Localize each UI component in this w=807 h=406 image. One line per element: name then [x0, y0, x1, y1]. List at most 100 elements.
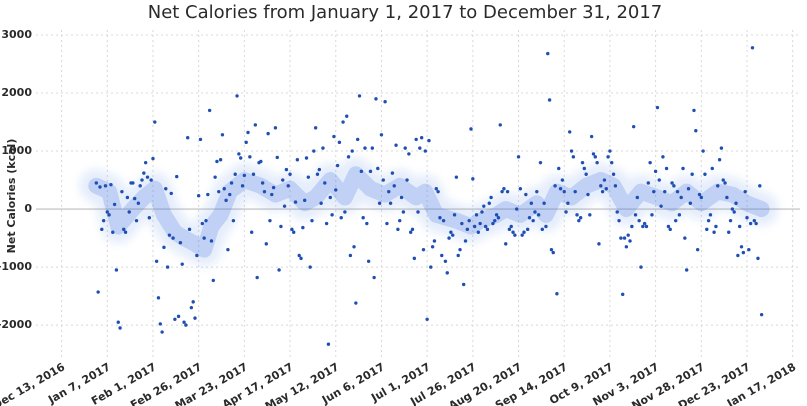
data-point — [571, 155, 576, 159]
data-point — [535, 189, 539, 194]
data-point — [352, 245, 356, 249]
data-point — [396, 227, 400, 232]
data-point — [690, 172, 694, 176]
y-tick-label: 2000 — [1, 86, 32, 99]
data-point — [452, 213, 457, 217]
data-point — [279, 224, 283, 229]
data-point — [504, 242, 508, 246]
data-point — [312, 149, 316, 153]
data-point — [674, 218, 678, 223]
data-point — [207, 108, 212, 113]
data-point — [94, 181, 99, 185]
data-point — [357, 94, 362, 98]
data-point — [101, 218, 106, 223]
data-point — [328, 195, 332, 200]
data-point — [511, 230, 515, 234]
data-point — [440, 253, 444, 258]
data-point — [434, 187, 438, 191]
data-point — [631, 124, 636, 129]
data-point — [414, 137, 418, 142]
data-point — [403, 146, 407, 150]
data-point — [502, 187, 506, 191]
data-point — [573, 189, 577, 194]
data-point — [741, 250, 746, 255]
data-point — [319, 201, 323, 205]
data-point — [621, 292, 625, 297]
data-point — [388, 201, 393, 205]
data-point — [692, 108, 696, 113]
data-point — [100, 227, 104, 232]
data-point — [611, 172, 616, 176]
data-point — [293, 200, 298, 204]
data-point — [591, 152, 596, 156]
data-point — [132, 196, 137, 201]
data-point — [758, 184, 762, 188]
data-point — [639, 265, 643, 269]
data-point — [557, 166, 561, 171]
data-point — [739, 245, 744, 249]
data-point — [546, 51, 550, 56]
data-point — [401, 210, 406, 214]
data-point — [228, 192, 232, 197]
data-point — [330, 213, 334, 217]
data-point — [430, 245, 435, 249]
data-point — [458, 247, 462, 252]
data-point — [635, 195, 640, 200]
data-point — [363, 146, 367, 150]
data-point — [701, 149, 705, 153]
y-tick-label: 0 — [24, 202, 32, 215]
data-point — [408, 230, 413, 234]
data-point — [398, 218, 402, 223]
data-point — [471, 177, 475, 181]
data-point — [514, 207, 519, 211]
data-point — [418, 146, 422, 150]
data-point — [167, 233, 172, 237]
data-point — [105, 210, 109, 214]
data-point — [410, 227, 415, 232]
data-point — [736, 253, 740, 258]
data-point — [641, 224, 645, 229]
data-point — [730, 207, 735, 211]
data-point — [191, 300, 195, 304]
data-point — [668, 227, 672, 232]
data-point — [359, 169, 364, 174]
data-point — [175, 174, 179, 179]
data-point — [518, 187, 523, 191]
data-point — [292, 230, 296, 234]
data-point — [589, 134, 594, 139]
data-point — [249, 230, 254, 234]
data-point — [544, 224, 548, 229]
data-point — [710, 166, 714, 171]
data-point — [138, 184, 142, 188]
data-point — [483, 224, 488, 229]
data-point — [266, 131, 270, 136]
data-point — [235, 94, 239, 98]
data-point — [714, 224, 718, 229]
data-point — [593, 155, 597, 159]
data-point — [242, 173, 247, 178]
data-point — [321, 146, 325, 150]
data-point — [239, 156, 243, 160]
data-point — [699, 195, 704, 200]
data-point — [202, 236, 206, 240]
data-point — [198, 137, 203, 142]
data-point — [536, 213, 541, 217]
data-point — [147, 216, 152, 220]
data-point — [343, 210, 347, 214]
data-point — [525, 227, 530, 232]
data-point — [379, 133, 384, 137]
data-point — [705, 227, 709, 232]
data-point — [540, 227, 544, 232]
data-point — [606, 155, 610, 159]
data-point — [337, 140, 342, 145]
data-point — [154, 259, 159, 263]
data-point — [568, 130, 572, 134]
data-point — [275, 155, 279, 160]
data-point — [613, 184, 618, 188]
data-point — [231, 218, 236, 223]
data-point — [694, 129, 698, 133]
data-point — [684, 268, 689, 272]
data-point — [655, 105, 660, 110]
